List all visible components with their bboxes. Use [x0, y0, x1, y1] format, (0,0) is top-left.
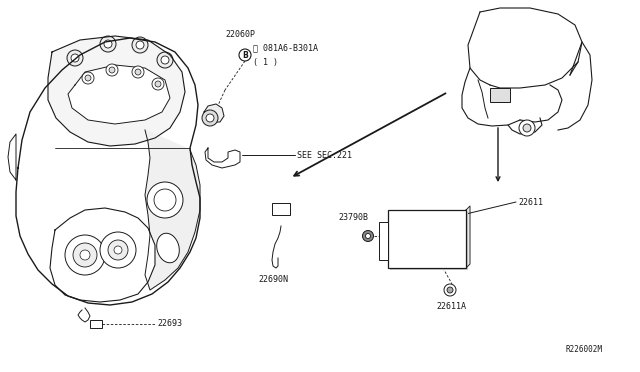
- Circle shape: [109, 67, 115, 73]
- Circle shape: [152, 78, 164, 90]
- Circle shape: [239, 49, 251, 61]
- Circle shape: [519, 120, 535, 136]
- Circle shape: [85, 75, 91, 81]
- Circle shape: [104, 40, 112, 48]
- Circle shape: [362, 231, 374, 241]
- Circle shape: [157, 52, 173, 68]
- Circle shape: [147, 182, 183, 218]
- Circle shape: [82, 72, 94, 84]
- Bar: [390, 212, 468, 270]
- Polygon shape: [145, 130, 200, 290]
- Circle shape: [100, 232, 136, 268]
- Circle shape: [202, 110, 218, 126]
- Text: 22690N: 22690N: [258, 275, 288, 284]
- Circle shape: [71, 54, 79, 62]
- Bar: [272, 203, 290, 215]
- Circle shape: [136, 41, 144, 49]
- Text: 22060P: 22060P: [225, 30, 255, 39]
- Circle shape: [154, 189, 176, 211]
- Circle shape: [67, 50, 83, 66]
- Circle shape: [155, 81, 161, 87]
- Text: 23790B: 23790B: [338, 213, 368, 222]
- Circle shape: [132, 37, 148, 53]
- Text: 22611A: 22611A: [436, 302, 466, 311]
- Circle shape: [65, 235, 105, 275]
- Text: 22611: 22611: [518, 198, 543, 206]
- Polygon shape: [68, 65, 170, 124]
- Bar: [379, 222, 388, 260]
- Circle shape: [80, 250, 90, 260]
- Circle shape: [108, 240, 128, 260]
- Text: 22693: 22693: [157, 320, 182, 328]
- Circle shape: [132, 66, 144, 78]
- Polygon shape: [50, 208, 155, 302]
- Circle shape: [114, 246, 122, 254]
- Circle shape: [206, 114, 214, 122]
- Polygon shape: [204, 104, 224, 122]
- Text: R226002M: R226002M: [565, 345, 602, 354]
- Polygon shape: [466, 206, 470, 268]
- Circle shape: [365, 234, 371, 238]
- Circle shape: [100, 36, 116, 52]
- Circle shape: [447, 287, 453, 293]
- Polygon shape: [205, 148, 240, 168]
- Text: B: B: [242, 51, 248, 60]
- Circle shape: [73, 243, 97, 267]
- Bar: [388, 210, 466, 268]
- Circle shape: [444, 284, 456, 296]
- Text: Ⓑ 081A6-B301A: Ⓑ 081A6-B301A: [253, 43, 318, 52]
- Bar: [90, 320, 102, 328]
- Circle shape: [161, 56, 169, 64]
- Circle shape: [523, 124, 531, 132]
- Ellipse shape: [157, 233, 179, 263]
- Polygon shape: [16, 38, 200, 305]
- Polygon shape: [48, 36, 185, 146]
- Text: ( 1 ): ( 1 ): [253, 58, 278, 67]
- Circle shape: [135, 69, 141, 75]
- Polygon shape: [8, 134, 16, 180]
- Bar: [490, 88, 510, 102]
- Text: SEE SEC.221: SEE SEC.221: [297, 151, 352, 160]
- Circle shape: [106, 64, 118, 76]
